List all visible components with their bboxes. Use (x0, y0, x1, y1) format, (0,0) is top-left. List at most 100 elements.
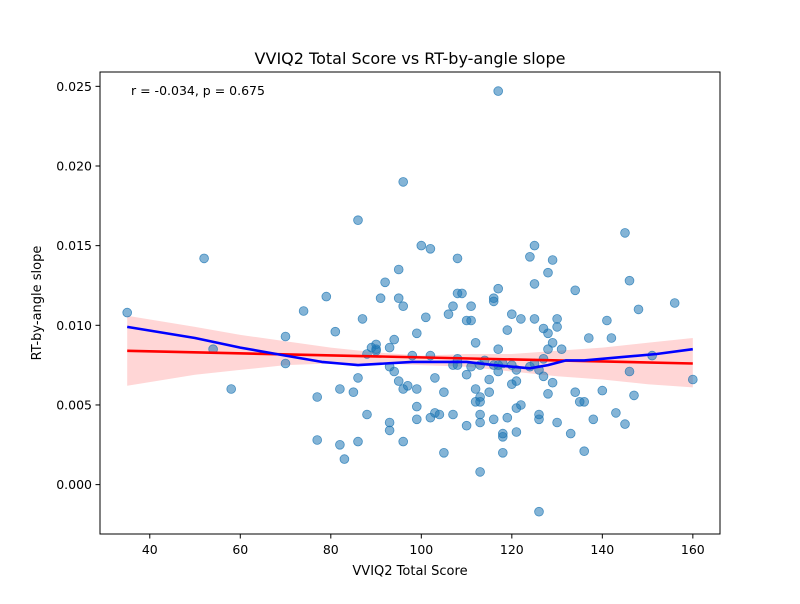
y-tick-label: 0.010 (56, 318, 92, 333)
data-point (579, 446, 589, 457)
y-tick-label: 0.025 (56, 79, 92, 94)
data-point (602, 315, 612, 326)
data-point (353, 373, 363, 383)
x-tick-label: 160 (681, 542, 705, 557)
data-point (502, 325, 513, 335)
data-point (312, 435, 323, 445)
data-point (529, 279, 540, 289)
data-point (457, 288, 467, 299)
data-point (484, 374, 495, 385)
data-point (579, 396, 589, 407)
data-point (502, 412, 513, 423)
data-point (439, 387, 449, 398)
y-tick-label: 0.020 (56, 158, 92, 173)
y-axis-label: RT-by-angle slope (30, 246, 45, 361)
x-axis-label: VVIQ2 Total Score (352, 564, 467, 579)
data-point (570, 285, 580, 296)
data-point (398, 177, 409, 187)
data-point (448, 301, 458, 312)
data-point (466, 301, 476, 312)
data-point (497, 447, 508, 458)
data-point (199, 253, 209, 264)
data-point (620, 228, 630, 238)
lines-layer (126, 325, 693, 370)
data-point (420, 312, 431, 323)
x-tick-label: 120 (500, 542, 524, 557)
data-point (606, 333, 617, 343)
data-point (389, 366, 400, 377)
data-point (380, 277, 390, 288)
data-point (529, 314, 540, 324)
data-point (624, 366, 635, 377)
data-point (398, 436, 409, 447)
data-point (461, 420, 472, 431)
y-tick-label: 0.005 (56, 397, 92, 412)
data-point (280, 331, 291, 342)
data-point (339, 454, 350, 464)
x-tick-label: 80 (323, 542, 339, 557)
data-point (534, 409, 544, 420)
data-point (547, 337, 558, 348)
data-point (597, 385, 608, 396)
data-point (543, 267, 553, 278)
data-point (439, 447, 449, 458)
data-point (384, 417, 395, 428)
data-point (321, 291, 332, 302)
data-point (448, 409, 458, 420)
data-point (620, 419, 630, 429)
data-point (488, 414, 499, 425)
data-point (552, 417, 562, 428)
data-point (588, 414, 599, 425)
lowess-curve (126, 325, 693, 370)
data-point (348, 387, 359, 398)
data-point (452, 253, 463, 264)
data-point (511, 376, 522, 386)
data-point (393, 264, 404, 275)
data-point (475, 417, 485, 428)
data-point (298, 306, 309, 316)
data-point (565, 428, 576, 439)
regression-line (127, 349, 693, 365)
data-point (430, 373, 440, 383)
data-point (411, 384, 422, 394)
data-point (475, 467, 485, 477)
data-point (543, 328, 553, 339)
data-point (434, 409, 445, 420)
data-point (443, 309, 454, 320)
data-point (393, 293, 404, 304)
x-tick-label: 60 (232, 542, 248, 557)
data-point (389, 334, 400, 345)
data-point (411, 401, 422, 412)
data-point (611, 408, 621, 418)
data-point (493, 86, 504, 96)
data-point (547, 255, 558, 265)
data-point (547, 377, 558, 388)
data-point (543, 344, 553, 355)
data-point (384, 342, 395, 353)
data-point (402, 380, 413, 391)
data-point (411, 414, 422, 425)
data-point (534, 506, 544, 517)
confidence-band-layer (127, 315, 693, 388)
data-point (280, 358, 291, 369)
data-point (416, 240, 427, 251)
data-point (330, 326, 341, 337)
data-point (506, 309, 517, 320)
data-point (484, 387, 495, 398)
data-point (552, 322, 562, 332)
data-point (583, 333, 594, 343)
data-point (362, 409, 372, 420)
data-point (497, 428, 508, 439)
data-point (669, 298, 680, 308)
data-point (543, 388, 553, 399)
data-point (556, 344, 567, 355)
data-point (353, 436, 363, 447)
data-point (475, 396, 485, 407)
data-point (466, 315, 476, 326)
chart-title: VVIQ2 Total Score vs RT-by-angle slope (255, 49, 566, 68)
data-point (470, 337, 481, 348)
data-point (470, 384, 481, 394)
y-tick-label: 0.015 (56, 238, 92, 253)
